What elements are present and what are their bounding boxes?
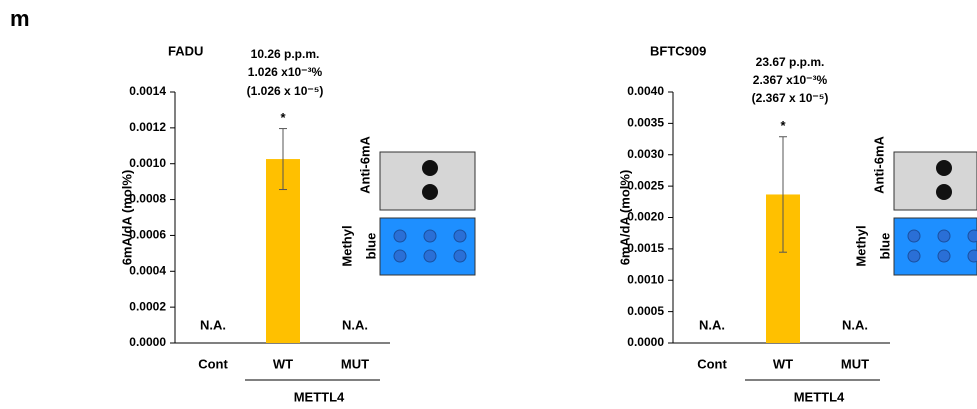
significance-mark: *: [780, 118, 786, 133]
y-tick-label: 0.0008: [129, 192, 166, 206]
x-tick-label: Cont: [697, 356, 727, 371]
blot-dot: [936, 184, 952, 200]
blot-label: Methyl: [339, 225, 354, 266]
blot-spot: [968, 250, 977, 262]
annotation: 1.026 x10⁻³%: [248, 65, 323, 79]
x-tick-label: Cont: [198, 356, 228, 371]
annotation: (2.367 x 10⁻⁵): [752, 91, 829, 105]
y-tick-label: 0.0012: [129, 120, 166, 134]
y-tick-label: 0.0010: [129, 156, 166, 170]
panel-label: m: [10, 6, 30, 31]
x-tick-label: MUT: [341, 356, 369, 371]
blot-dot: [936, 160, 952, 176]
blot-label: Anti-6mA: [357, 136, 372, 194]
blot-spot: [908, 250, 920, 262]
y-tick-label: 0.0015: [627, 241, 664, 255]
blot-spot: [908, 230, 920, 242]
y-tick-label: 0.0020: [627, 210, 664, 224]
y-tick-label: 0.0000: [129, 335, 166, 349]
chart-title: FADU: [168, 43, 203, 58]
blot-blue: [894, 218, 977, 275]
blot-spot: [454, 230, 466, 242]
y-tick-label: 0.0006: [129, 228, 166, 242]
chart-title: BFTC909: [650, 43, 706, 58]
y-tick-label: 0.0010: [627, 272, 664, 286]
blot-gray: [894, 152, 977, 210]
value-label: N.A.: [342, 317, 368, 332]
blot-blue: [380, 218, 475, 275]
group-label: METTL4: [294, 389, 345, 404]
value-label: N.A.: [842, 317, 868, 332]
annotation: 23.67 p.p.m.: [756, 55, 825, 69]
y-axis-label: 6mA/dA (mol%): [119, 170, 134, 266]
blot-spot: [394, 250, 406, 262]
blot-spot: [424, 230, 436, 242]
annotation: 2.367 x10⁻³%: [753, 73, 828, 87]
blot-spot: [394, 230, 406, 242]
blot-dot: [422, 184, 438, 200]
blot-spot: [938, 230, 950, 242]
blot-label: blue: [877, 233, 892, 260]
y-tick-label: 0.0025: [627, 178, 664, 192]
blot-dot: [422, 160, 438, 176]
blot-label: Methyl: [853, 225, 868, 266]
y-tick-label: 0.0014: [129, 84, 166, 98]
x-tick-label: MUT: [841, 356, 869, 371]
annotation: 10.26 p.p.m.: [251, 47, 320, 61]
y-tick-label: 0.0005: [627, 304, 664, 318]
significance-mark: *: [280, 110, 286, 125]
blot-label: Anti-6mA: [871, 136, 886, 194]
x-tick-label: WT: [273, 356, 293, 371]
figure: m FADU 6mA/dA (mol%) 0.0000 0.0002 0.0004 0.0…: [0, 0, 977, 409]
blot-label: blue: [363, 233, 378, 260]
group-label: METTL4: [794, 389, 845, 404]
y-tick-label: 0.0030: [627, 147, 664, 161]
blot-spot: [454, 250, 466, 262]
value-label: N.A.: [200, 317, 226, 332]
blot-spot: [968, 230, 977, 242]
x-tick-label: WT: [773, 356, 793, 371]
blot-spot: [938, 250, 950, 262]
blot-spot: [424, 250, 436, 262]
value-label: N.A.: [699, 317, 725, 332]
y-tick-label: 0.0035: [627, 116, 664, 130]
y-tick-label: 0.0004: [129, 263, 166, 277]
y-tick-label: 0.0040: [627, 84, 664, 98]
y-tick-label: 0.0000: [627, 335, 664, 349]
annotation: (1.026 x 10⁻⁵): [247, 84, 324, 98]
y-tick-label: 0.0002: [129, 299, 166, 313]
